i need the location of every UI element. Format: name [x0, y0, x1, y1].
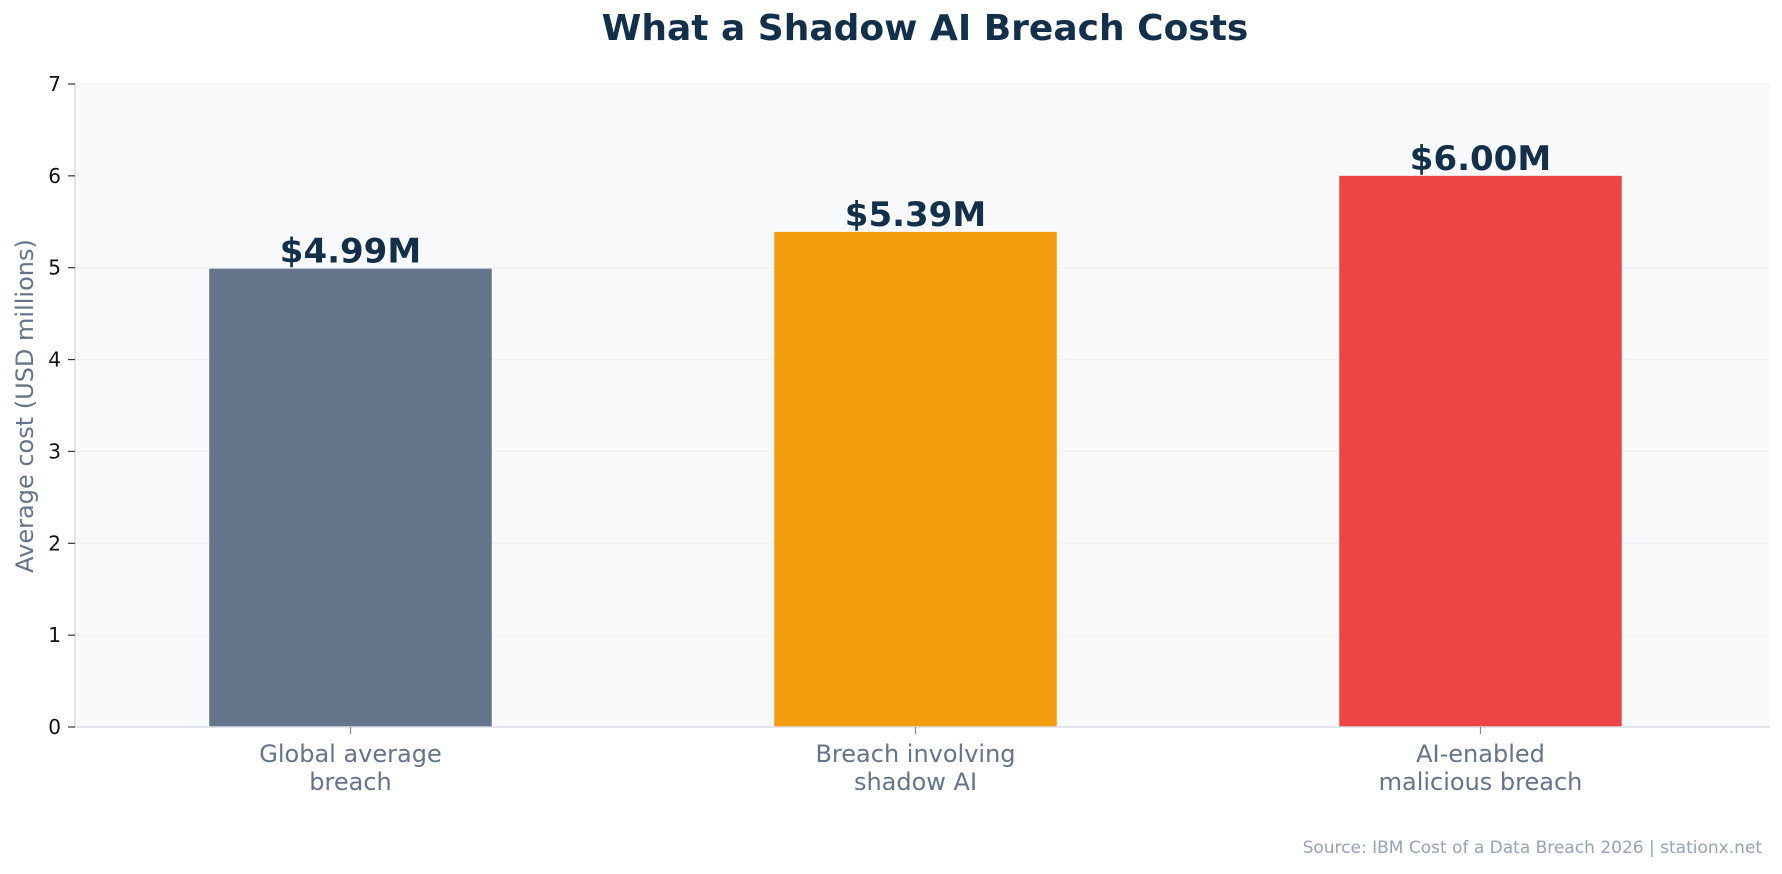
y-tick-label: 5 — [48, 256, 61, 280]
source-note: Source: IBM Cost of a Data Breach 2026 |… — [1302, 838, 1762, 858]
bar-value-label: $6.00M — [1410, 139, 1551, 179]
bar — [209, 268, 492, 727]
data-labels: $4.99M $5.39M $6.00M — [280, 139, 1551, 272]
bar — [1339, 175, 1622, 727]
bar-value-label: $5.39M — [845, 195, 986, 235]
y-tick-label: 4 — [48, 348, 61, 372]
y-ticks: 0 1 2 3 4 5 6 7 — [48, 72, 75, 739]
x-tick-label: AI-enabled malicious breach — [1379, 740, 1583, 796]
y-tick-label: 2 — [48, 531, 61, 555]
chart-title: What a Shadow AI Breach Costs — [601, 8, 1249, 49]
y-tick-label: 6 — [48, 164, 61, 188]
bar-value-label: $4.99M — [280, 232, 421, 272]
y-tick-label: 0 — [48, 715, 61, 739]
bar — [774, 231, 1057, 727]
y-tick-label: 3 — [48, 439, 61, 463]
bars — [209, 175, 1622, 727]
y-tick-label: 7 — [48, 72, 61, 96]
x-tick-label: Global average breach — [259, 740, 441, 796]
x-tick-label: Breach involving shadow AI — [815, 740, 1015, 796]
y-tick-label: 1 — [48, 623, 61, 647]
x-ticks: Global average breach Breach involving shad… — [259, 727, 1582, 796]
y-axis-label: Average cost (USD millions) — [11, 239, 39, 573]
